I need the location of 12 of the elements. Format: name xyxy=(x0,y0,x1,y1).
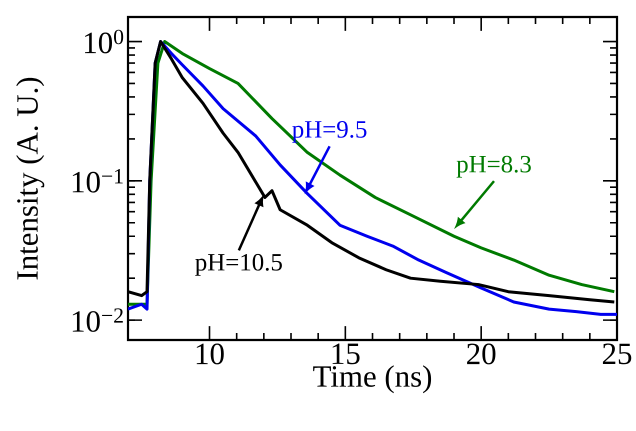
annotation: pH=9.5 xyxy=(292,121,366,143)
y-tick-label: 10$^{−2}$ xyxy=(72,308,123,332)
x-tick-label: 10 xyxy=(196,344,224,364)
x-tick-label: 15 xyxy=(332,344,360,364)
y-tick-label: 10$^{0}$ xyxy=(85,30,124,54)
x-axis-title: Time (ns) xyxy=(313,365,432,394)
x-tick-label: 25 xyxy=(602,344,632,364)
y-tick-label: 10$^{−1}$ xyxy=(72,169,123,193)
annotation: pH=10.5 xyxy=(195,254,282,276)
x-tick-label: 20 xyxy=(467,344,496,364)
annotation: pH=8.3 xyxy=(456,156,531,178)
y-axis-title: Intensity (A. U.) xyxy=(16,78,44,280)
